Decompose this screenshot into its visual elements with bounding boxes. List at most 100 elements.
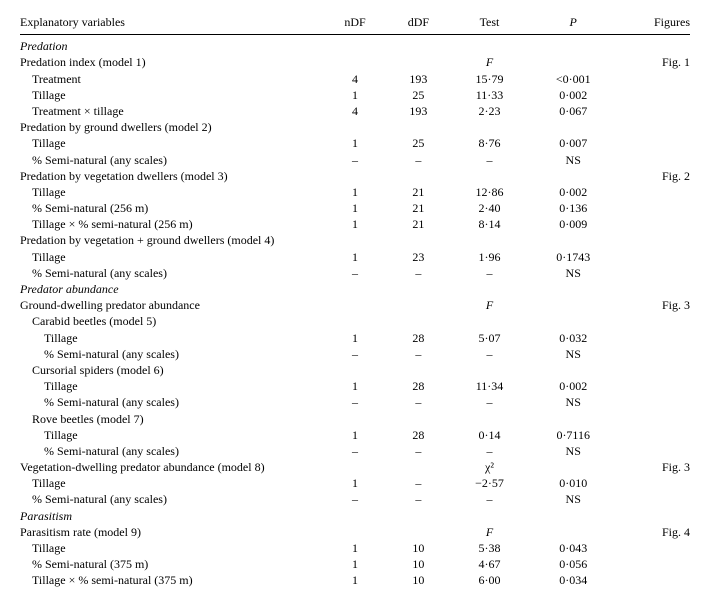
table-row: Tillage1231·960·1743 [20,249,690,265]
table-row: Tillage1285·070·032 [20,330,690,346]
cell-test: 6·00 [451,572,527,588]
cell-p [528,508,619,524]
cell-fig [619,35,690,55]
cell-ndf: 1 [325,249,386,265]
cell-fig [619,346,690,362]
cell-p: 0·010 [528,475,619,491]
cell-test: – [451,265,527,281]
table-row: % Semi-natural (any scales)–––NS [20,152,690,168]
cell-p [528,524,619,540]
cell-explanatory: % Semi-natural (any scales) [20,346,325,362]
cell-explanatory: Predation by vegetation dwellers (model … [20,168,325,184]
cell-fig [619,249,690,265]
cell-fig [619,411,690,427]
cell-ddf [385,313,451,329]
cell-fig [619,184,690,200]
cell-test: 5·38 [451,540,527,556]
cell-test: – [451,394,527,410]
cell-explanatory: Tillage [20,540,325,556]
cell-explanatory: Tillage [20,330,325,346]
table-row: Parasitism rate (model 9)FFig. 4 [20,524,690,540]
cell-test: 12·86 [451,184,527,200]
cell-test: 2·23 [451,103,527,119]
variable-label: Tillage × % semi-natural (256 m) [20,216,193,232]
col-ddf: dDF [385,12,451,35]
cell-fig [619,135,690,151]
cell-p: NS [528,491,619,507]
variable-label: % Semi-natural (256 m) [20,200,148,216]
cell-fig [619,232,690,248]
model-label: Predation by vegetation dwellers (model … [20,168,228,184]
cell-fig [619,394,690,410]
cell-ddf: – [385,491,451,507]
table-row: Predation by ground dwellers (model 2) [20,119,690,135]
cell-fig [619,265,690,281]
cell-p: 0·032 [528,330,619,346]
cell-fig [619,200,690,216]
cell-ndf [325,313,386,329]
cell-ndf [325,459,386,475]
cell-p: 0·002 [528,378,619,394]
cell-explanatory: Predation by ground dwellers (model 2) [20,119,325,135]
cell-explanatory: Tillage [20,475,325,491]
cell-explanatory: Predation index (model 1) [20,54,325,70]
cell-p: 0·007 [528,135,619,151]
cell-fig [619,475,690,491]
table-row: Tillage × % semi-natural (375 m)1106·000… [20,572,690,588]
cell-fig [619,152,690,168]
variable-label: Tillage [20,249,66,265]
cell-test: – [451,152,527,168]
cell-ndf [325,524,386,540]
table-row: Treatment419315·79<0·001 [20,71,690,87]
cell-fig: Fig. 2 [619,168,690,184]
cell-explanatory: Tillage [20,249,325,265]
sub-label: Cursorial spiders (model 6) [20,362,164,378]
cell-p: 0·009 [528,216,619,232]
variable-label: % Semi-natural (any scales) [20,265,167,281]
cell-fig [619,330,690,346]
table-row: Parasitism [20,508,690,524]
cell-explanatory: Tillage [20,184,325,200]
cell-test [451,313,527,329]
cell-fig [619,427,690,443]
model-label: Predation by ground dwellers (model 2) [20,119,212,135]
cell-p: 0·002 [528,87,619,103]
cell-p [528,168,619,184]
test-statistic-label: F [486,298,493,312]
variable-label: Treatment [20,71,81,87]
variable-label: % Semi-natural (any scales) [20,394,179,410]
cell-ndf: – [325,152,386,168]
col-figures: Figures [619,12,690,35]
table-row: Rove beetles (model 7) [20,411,690,427]
cell-test [451,168,527,184]
cell-p: NS [528,152,619,168]
cell-test: – [451,346,527,362]
cell-test: 1·96 [451,249,527,265]
table-row: Cursorial spiders (model 6) [20,362,690,378]
cell-p [528,35,619,55]
model-label: Predation index (model 1) [20,54,146,70]
cell-ddf: – [385,346,451,362]
cell-ddf [385,119,451,135]
cell-fig [619,491,690,507]
cell-explanatory: % Semi-natural (256 m) [20,200,325,216]
cell-ndf: 1 [325,216,386,232]
cell-test [451,232,527,248]
col-test: Test [451,12,527,35]
cell-explanatory: Predation [20,35,325,55]
cell-ndf: – [325,265,386,281]
cell-p: <0·001 [528,71,619,87]
cell-ddf: 193 [385,103,451,119]
table-row: Tillage12112·860·002 [20,184,690,200]
table-row: % Semi-natural (any scales)–––NS [20,443,690,459]
cell-fig [619,87,690,103]
variable-label: Tillage [20,184,66,200]
variable-label: Tillage × % semi-natural (375 m) [20,572,193,588]
cell-explanatory: Vegetation-dwelling predator abundance (… [20,459,325,475]
table-row: Tillage1258·760·007 [20,135,690,151]
cell-ndf [325,35,386,55]
variable-label: % Semi-natural (any scales) [20,152,167,168]
cell-ddf [385,411,451,427]
table-row: % Semi-natural (any scales)–––NS [20,346,690,362]
cell-ddf [385,35,451,55]
